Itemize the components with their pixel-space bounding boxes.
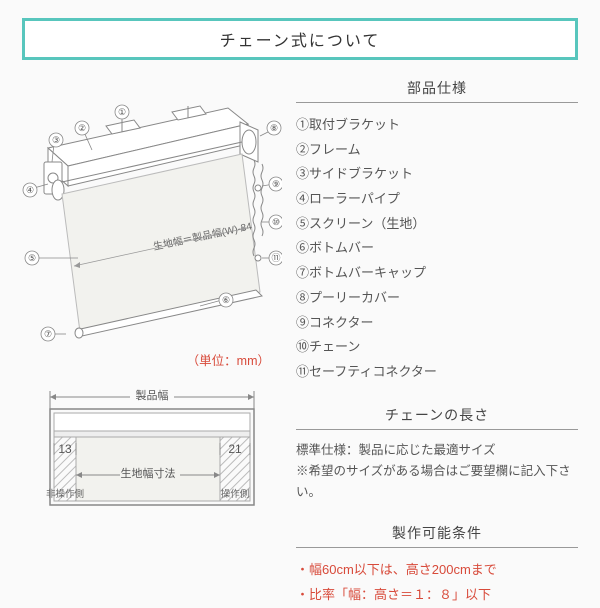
unit-label: （単位：mm） (22, 350, 270, 369)
svg-text:⑧: ⑧ (270, 123, 278, 133)
svg-text:13: 13 (58, 442, 72, 456)
page-title: チェーン式について (22, 18, 578, 60)
svg-text:②: ② (78, 123, 86, 133)
svg-text:③: ③ (52, 135, 60, 145)
svg-text:非操作側: 非操作側 (46, 488, 84, 500)
chain-line: ※希望のサイズがある場合はご要望欄に記入下さい。 (296, 461, 578, 504)
conditions-section-title: 製作可能条件 (296, 517, 578, 548)
svg-text:⑤: ⑤ (28, 253, 36, 263)
part-item: ③サイドブラケット (296, 162, 578, 187)
part-item: ⑩チェーン (296, 335, 578, 360)
svg-text:⑨: ⑨ (272, 179, 280, 189)
left-column: 生地幅＝製品幅(W)-34 (22, 72, 282, 608)
svg-text:④: ④ (26, 185, 34, 195)
part-item: ⑥ボトムバー (296, 236, 578, 261)
content-area: 生地幅＝製品幅(W)-34 (22, 72, 578, 608)
dimension-diagram: 製品幅 13 21 (22, 375, 282, 520)
svg-text:①: ① (118, 107, 126, 117)
parts-list: ①取付ブラケット ②フレーム ③サイドブラケット ④ローラーパイプ ⑤スクリーン… (296, 113, 578, 385)
svg-text:⑦: ⑦ (44, 329, 52, 339)
svg-text:製品幅: 製品幅 (136, 388, 169, 402)
svg-text:⑩: ⑩ (272, 217, 280, 227)
part-item: ⑪セーフティコネクター (296, 360, 578, 385)
svg-text:21: 21 (228, 442, 242, 456)
part-item: ⑨コネクター (296, 311, 578, 336)
condition-item: ・幅60cm以下は、高さ200cmまで (296, 558, 578, 583)
condition-item: ・比率「幅：高さ＝１：８」以下 (296, 583, 578, 608)
chain-section-title: チェーンの長さ (296, 399, 578, 430)
part-item: ④ローラーパイプ (296, 187, 578, 212)
part-item: ⑦ボトムバーキャップ (296, 261, 578, 286)
part-item: ①取付ブラケット (296, 113, 578, 138)
parts-section-title: 部品仕様 (296, 72, 578, 103)
main-diagram: 生地幅＝製品幅(W)-34 (22, 72, 282, 342)
part-item: ⑤スクリーン（生地） (296, 212, 578, 237)
part-item: ⑧プーリーカバー (296, 286, 578, 311)
chain-text: 標準仕様：製品に応じた最適サイズ ※希望のサイズがある場合はご要望欄に記入下さい… (296, 440, 578, 504)
part-item: ②フレーム (296, 138, 578, 163)
chain-line: 標準仕様：製品に応じた最適サイズ (296, 440, 578, 461)
conditions-list: ・幅60cm以下は、高さ200cmまで ・比率「幅：高さ＝１：８」以下 (296, 558, 578, 607)
right-column: 部品仕様 ①取付ブラケット ②フレーム ③サイドブラケット ④ローラーパイプ ⑤… (296, 72, 578, 608)
svg-text:生地幅寸法: 生地幅寸法 (121, 466, 176, 480)
svg-text:操作側: 操作側 (221, 488, 250, 500)
svg-text:⑪: ⑪ (271, 253, 280, 263)
svg-text:⑥: ⑥ (222, 295, 230, 305)
